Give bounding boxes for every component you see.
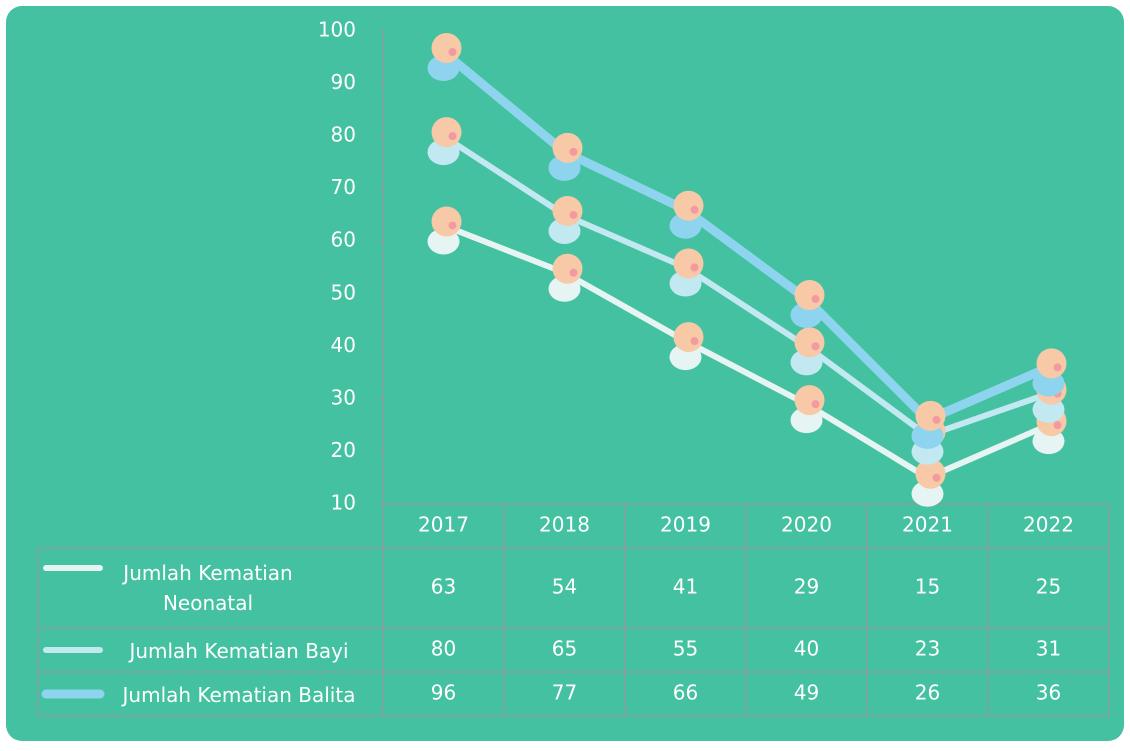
marker-head bbox=[795, 327, 825, 357]
marker-cheek bbox=[449, 221, 457, 229]
marker-cheek bbox=[691, 206, 699, 214]
table-value: 25 bbox=[1036, 575, 1061, 599]
marker-cheek bbox=[933, 416, 941, 424]
y-tick-label: 30 bbox=[331, 385, 356, 409]
table-value: 55 bbox=[673, 637, 698, 661]
marker-head bbox=[553, 254, 583, 284]
table-value: 66 bbox=[673, 681, 698, 705]
marker-head bbox=[553, 196, 583, 226]
table-value: 40 bbox=[794, 637, 819, 661]
table-value: 41 bbox=[673, 575, 698, 599]
y-tick-label: 20 bbox=[331, 438, 356, 462]
marker-cheek bbox=[449, 132, 457, 140]
x-tick-label: 2019 bbox=[660, 513, 711, 537]
table-value: 36 bbox=[1036, 681, 1061, 705]
table-value: 49 bbox=[794, 681, 819, 705]
table-value: 96 bbox=[431, 681, 456, 705]
x-tick-label: 2021 bbox=[902, 513, 953, 537]
marker-head bbox=[553, 133, 583, 163]
legend-label: Jumlah Kematian Neonatal bbox=[98, 550, 318, 618]
marker-cheek bbox=[449, 48, 457, 56]
marker-cheek bbox=[1054, 421, 1062, 429]
marker-head bbox=[432, 33, 462, 63]
marker-head bbox=[432, 206, 462, 236]
marker-cheek bbox=[691, 264, 699, 272]
x-tick-label: 2018 bbox=[539, 513, 590, 537]
y-tick-label: 50 bbox=[331, 280, 356, 304]
y-tick-label: 100 bbox=[318, 18, 356, 42]
marker-head bbox=[674, 191, 704, 221]
table-value: 65 bbox=[552, 637, 577, 661]
marker-cheek bbox=[933, 474, 941, 482]
y-tick-label: 90 bbox=[331, 70, 356, 94]
legend-cell: Jumlah Kematian Balita bbox=[98, 674, 380, 716]
marker-head bbox=[432, 117, 462, 147]
legend-cell: Jumlah Kematian Neonatal bbox=[98, 550, 380, 628]
marker-head bbox=[916, 401, 946, 431]
table-value: 15 bbox=[915, 575, 940, 599]
marker-cheek bbox=[812, 342, 820, 350]
marker-cheek bbox=[691, 337, 699, 345]
table-value: 23 bbox=[915, 637, 940, 661]
table-value: 63 bbox=[431, 575, 456, 599]
x-tick-label: 2020 bbox=[781, 513, 832, 537]
y-tick-label: 70 bbox=[331, 175, 356, 199]
marker-cheek bbox=[812, 400, 820, 408]
marker-head bbox=[674, 322, 704, 352]
marker-cheek bbox=[1054, 363, 1062, 371]
y-tick-label: 40 bbox=[331, 333, 356, 357]
legend-label: Jumlah Kematian Bayi bbox=[98, 630, 380, 666]
legend-cell: Jumlah Kematian Bayi bbox=[98, 630, 380, 672]
table-value: 29 bbox=[794, 575, 819, 599]
x-tick-label: 2017 bbox=[418, 513, 469, 537]
legend-label: Jumlah Kematian Balita bbox=[98, 674, 380, 710]
chart: 10 20 30 40 50 60 70 80 90 100 2017 2018 2019 2020 202… bbox=[0, 0, 1130, 747]
x-tick-label: 2022 bbox=[1023, 513, 1074, 537]
y-tick-label: 60 bbox=[331, 228, 356, 252]
table-value: 26 bbox=[915, 681, 940, 705]
marker-head bbox=[1037, 348, 1067, 378]
marker-head bbox=[674, 249, 704, 279]
marker-head bbox=[795, 385, 825, 415]
marker-cheek bbox=[570, 211, 578, 219]
marker-cheek bbox=[570, 148, 578, 156]
table-value: 80 bbox=[431, 637, 456, 661]
marker-cheek bbox=[812, 295, 820, 303]
y-tick-label: 80 bbox=[331, 123, 356, 147]
table-value: 54 bbox=[552, 575, 577, 599]
table-value: 77 bbox=[552, 681, 577, 705]
table-value: 31 bbox=[1036, 637, 1061, 661]
marker-head bbox=[795, 280, 825, 310]
marker-cheek bbox=[570, 269, 578, 277]
y-tick-label: 10 bbox=[331, 491, 356, 515]
